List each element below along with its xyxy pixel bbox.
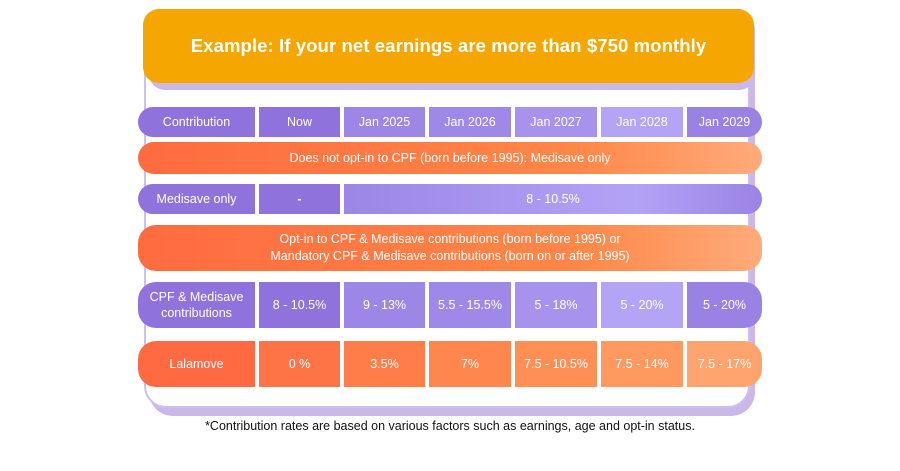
cpf-value: 5 - 20% xyxy=(620,298,664,312)
medisave-now-value: - xyxy=(297,192,302,206)
header-col-2027: Jan 2027 xyxy=(515,107,597,137)
medisave-row: Medisave only - 8 - 10.5% xyxy=(138,184,762,214)
medisave-future-cell: 8 - 10.5% xyxy=(344,184,762,214)
header-contribution: Contribution xyxy=(138,107,255,137)
lalamove-value: 3.5% xyxy=(370,357,399,371)
banner-no-opt-in-text: Does not opt-in to CPF (born before 1995… xyxy=(289,150,611,165)
cpf-value: 5 - 18% xyxy=(534,298,578,312)
lalamove-cell-2027: 7.5 - 10.5% xyxy=(515,341,597,387)
lalamove-cell-2026: 7% xyxy=(429,341,511,387)
lalamove-cell-2028: 7.5 - 14% xyxy=(601,341,683,387)
lalamove-cell-2025: 3.5% xyxy=(344,341,425,387)
medisave-row-label: Medisave only xyxy=(156,192,237,206)
cpf-value: 9 - 13% xyxy=(362,298,407,312)
lalamove-row-label: Lalamove xyxy=(169,357,224,371)
cpf-row-label-line2: contributions xyxy=(161,306,232,320)
banner-no-opt-in: Does not opt-in to CPF (born before 1995… xyxy=(138,142,762,174)
cpf-cell-2027: 5 - 18% xyxy=(515,282,597,328)
cpf-cell-2028: 5 - 20% xyxy=(601,282,683,328)
lalamove-cell-now: 0 % xyxy=(259,341,340,387)
lalamove-cell-2029: 7.5 - 17% xyxy=(687,341,762,387)
header-row: Contribution Now Jan 2025 Jan 2026 Jan 2… xyxy=(138,107,762,137)
header-col-label: Jan 2026 xyxy=(444,115,496,129)
medisave-future-value: 8 - 10.5% xyxy=(526,191,580,206)
lalamove-value: 7% xyxy=(460,357,480,371)
header-col-now: Now xyxy=(259,107,340,137)
cpf-cell-now: 8 - 10.5% xyxy=(259,282,340,328)
banner-no-opt-in-pill: Does not opt-in to CPF (born before 1995… xyxy=(138,142,762,174)
header-col-2028: Jan 2028 xyxy=(601,107,683,137)
header-col-label: Now xyxy=(286,115,312,129)
cpf-row-label-line1: CPF & Medisave xyxy=(149,290,244,304)
header-col-label: Jan 2028 xyxy=(616,115,668,129)
banner-opt-in-pill: Opt-in to CPF & Medisave contributions (… xyxy=(138,225,762,271)
medisave-row-label-cell: Medisave only xyxy=(138,184,255,214)
lalamove-value: 7.5 - 14% xyxy=(615,357,669,371)
lalamove-row: Lalamove 0 % 3.5% 7% 7.5 - 10.5% 7.5 - 1… xyxy=(138,341,762,387)
lalamove-value: 7.5 - 17% xyxy=(697,357,752,371)
cpf-value: 8 - 10.5% xyxy=(272,298,327,312)
cpf-value: 5 - 20% xyxy=(702,298,747,312)
page-title: Example: If your net earnings are more t… xyxy=(190,35,707,56)
banner-opt-in-line2: Mandatory CPF & Medisave contributions (… xyxy=(270,249,630,263)
lalamove-value: 7.5 - 10.5% xyxy=(524,357,588,371)
header-col-2025: Jan 2025 xyxy=(344,107,425,137)
header-label: Contribution xyxy=(162,115,231,129)
banner-opt-in-line1: Opt-in to CPF & Medisave contributions (… xyxy=(279,232,621,246)
footnote: *Contribution rates are based on various… xyxy=(205,419,695,433)
cpf-row-label-cell: CPF & Medisave contributions xyxy=(138,282,255,328)
header-col-label: Jan 2029 xyxy=(698,115,751,129)
header-col-label: Jan 2027 xyxy=(530,115,582,129)
header-col-label: Jan 2025 xyxy=(358,115,411,129)
lalamove-value: 0 % xyxy=(288,357,311,371)
cpf-cell-2026: 5.5 - 15.5% xyxy=(429,282,511,328)
lalamove-row-label-cell: Lalamove xyxy=(138,341,255,387)
medisave-now-cell: - xyxy=(259,184,340,214)
cpf-value: 5.5 - 15.5% xyxy=(438,298,502,312)
banner-opt-in: Opt-in to CPF & Medisave contributions (… xyxy=(138,225,762,271)
cpf-cell-2025: 9 - 13% xyxy=(344,282,425,328)
header-col-2029: Jan 2029 xyxy=(687,107,762,137)
cpf-row: CPF & Medisave contributions 8 - 10.5% 9… xyxy=(138,282,762,328)
header-col-2026: Jan 2026 xyxy=(429,107,511,137)
cpf-cell-2029: 5 - 20% xyxy=(687,282,762,328)
title-banner: Example: If your net earnings are more t… xyxy=(143,9,754,83)
